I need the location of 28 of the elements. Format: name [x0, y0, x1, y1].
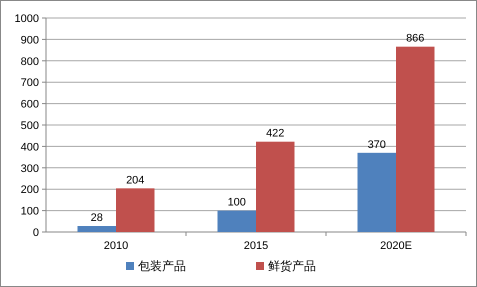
- y-tick-label: 800: [20, 56, 39, 68]
- y-tick-label: 900: [20, 34, 39, 46]
- data-label: 28: [90, 212, 103, 224]
- legend-label: 包装产品: [138, 259, 186, 273]
- y-tick-label: 0: [32, 227, 39, 239]
- y-tick-label: 700: [20, 77, 39, 90]
- data-label: 370: [368, 138, 386, 151]
- x-tick-label: 2015: [244, 240, 268, 252]
- bar: [358, 152, 396, 232]
- y-tick-label: 400: [20, 141, 39, 154]
- y-tick-label: 300: [20, 162, 39, 175]
- bar: [218, 210, 256, 232]
- bar: [78, 226, 116, 232]
- legend-label: 鲜货产品: [268, 259, 316, 273]
- data-label: 422: [266, 128, 284, 140]
- data-label: 100: [228, 196, 246, 209]
- bar: [256, 142, 294, 232]
- y-tick-label: 200: [20, 184, 39, 196]
- y-tick-label: 1000: [14, 13, 39, 25]
- data-label: 204: [126, 174, 144, 186]
- x-tick-label: 2020E: [380, 240, 412, 252]
- y-tick-label: 600: [20, 98, 39, 111]
- bar: [116, 188, 154, 232]
- y-tick-label: 100: [20, 206, 39, 218]
- x-tick-label: 2010: [104, 240, 128, 252]
- data-label: 866: [406, 32, 424, 45]
- y-tick-label: 500: [20, 120, 39, 132]
- bar: [396, 46, 434, 232]
